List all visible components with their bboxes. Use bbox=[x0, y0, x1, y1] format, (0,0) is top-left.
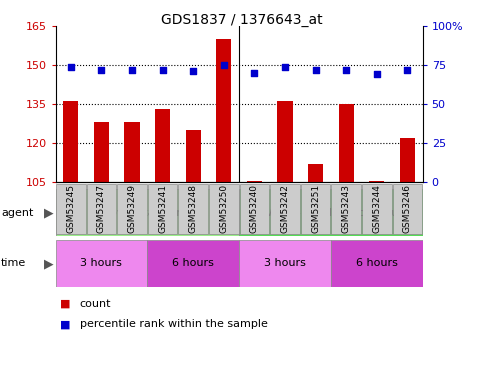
Bar bbox=[63, 102, 78, 182]
Text: count: count bbox=[80, 299, 111, 309]
Text: ▶: ▶ bbox=[43, 206, 53, 219]
Bar bbox=[369, 181, 384, 182]
Bar bbox=[216, 39, 231, 182]
Text: agent: agent bbox=[1, 208, 33, 218]
Text: low potassium: low potassium bbox=[107, 208, 187, 218]
Text: GSM53249: GSM53249 bbox=[128, 184, 137, 233]
Bar bbox=[400, 138, 415, 182]
Text: ■: ■ bbox=[60, 320, 71, 329]
Point bbox=[373, 72, 381, 78]
Text: GSM53241: GSM53241 bbox=[158, 184, 167, 233]
Text: GDS1837 / 1376643_at: GDS1837 / 1376643_at bbox=[161, 13, 322, 27]
Point bbox=[189, 68, 197, 74]
Text: ▶: ▶ bbox=[43, 257, 53, 270]
FancyBboxPatch shape bbox=[56, 240, 147, 287]
Text: ■: ■ bbox=[60, 299, 71, 309]
Text: GSM53248: GSM53248 bbox=[189, 184, 198, 233]
Point bbox=[98, 67, 105, 73]
Point bbox=[67, 64, 75, 70]
Text: 3 hours: 3 hours bbox=[81, 258, 122, 268]
Text: GSM53250: GSM53250 bbox=[219, 184, 228, 233]
Text: GSM53244: GSM53244 bbox=[372, 184, 381, 233]
Point bbox=[251, 70, 258, 76]
Bar bbox=[155, 109, 170, 182]
Text: GSM53243: GSM53243 bbox=[341, 184, 351, 233]
Text: GSM53251: GSM53251 bbox=[311, 184, 320, 233]
Text: 6 hours: 6 hours bbox=[172, 258, 214, 268]
Text: GSM53246: GSM53246 bbox=[403, 184, 412, 233]
Point bbox=[128, 67, 136, 73]
FancyBboxPatch shape bbox=[239, 240, 331, 287]
Point bbox=[159, 67, 167, 73]
Text: time: time bbox=[1, 258, 26, 268]
Text: GSM53242: GSM53242 bbox=[281, 184, 289, 233]
Point bbox=[312, 67, 319, 73]
Text: 3 hours: 3 hours bbox=[264, 258, 306, 268]
Text: percentile rank within the sample: percentile rank within the sample bbox=[80, 320, 268, 329]
FancyBboxPatch shape bbox=[331, 240, 423, 287]
Text: GSM53247: GSM53247 bbox=[97, 184, 106, 233]
Bar bbox=[308, 164, 323, 182]
Bar bbox=[247, 181, 262, 182]
Text: 6 hours: 6 hours bbox=[356, 258, 398, 268]
Bar bbox=[94, 122, 109, 182]
Text: GW5074 and low potassium: GW5074 and low potassium bbox=[253, 208, 409, 218]
Point bbox=[403, 67, 411, 73]
Bar bbox=[125, 122, 140, 182]
Text: GSM53245: GSM53245 bbox=[66, 184, 75, 233]
Point bbox=[342, 67, 350, 73]
FancyBboxPatch shape bbox=[56, 189, 239, 236]
Text: GSM53240: GSM53240 bbox=[250, 184, 259, 233]
Point bbox=[281, 64, 289, 70]
Bar bbox=[185, 130, 201, 182]
Point bbox=[220, 62, 227, 68]
Bar bbox=[277, 102, 293, 182]
FancyBboxPatch shape bbox=[147, 240, 239, 287]
Bar bbox=[339, 104, 354, 182]
FancyBboxPatch shape bbox=[239, 189, 423, 236]
